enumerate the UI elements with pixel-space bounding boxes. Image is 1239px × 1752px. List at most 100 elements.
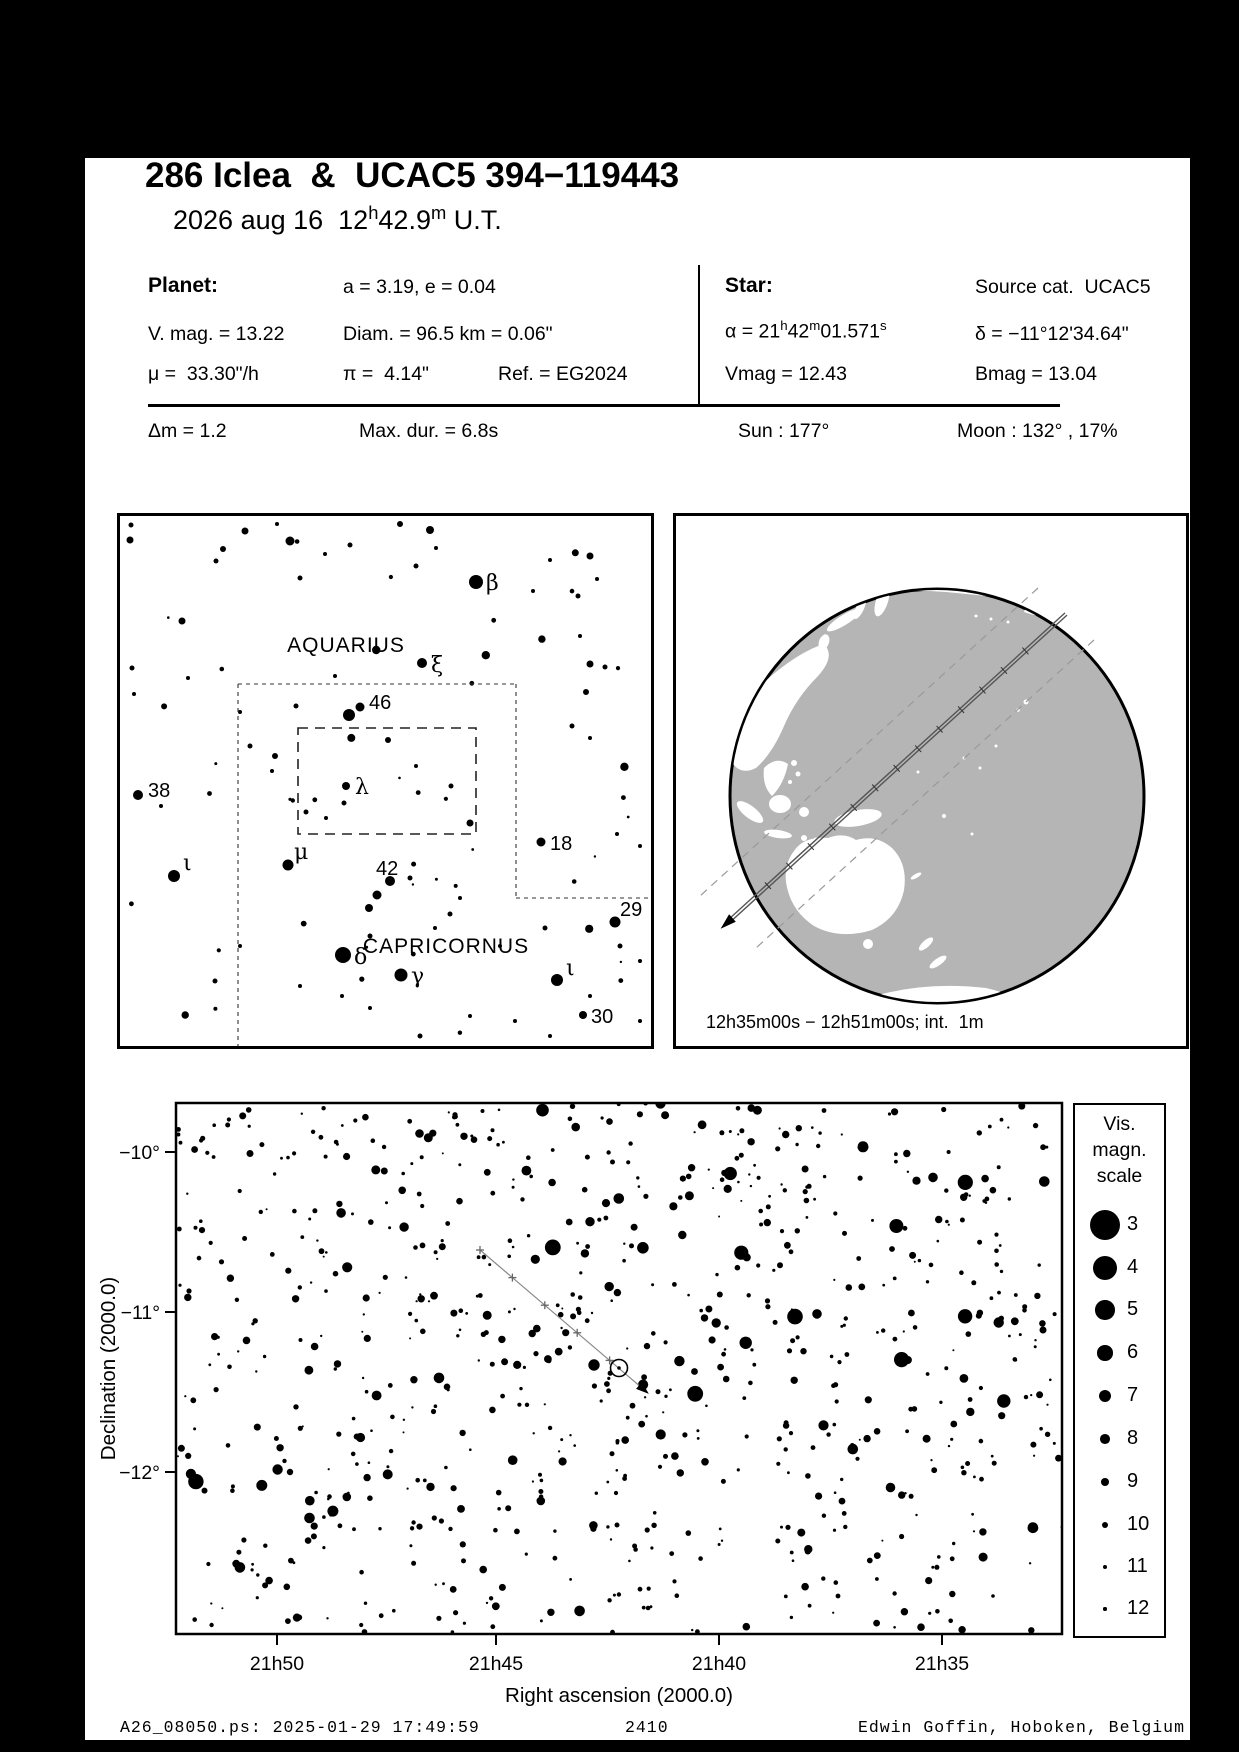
star-dot [663,1453,668,1459]
star-dot [944,1188,949,1193]
named-star-dot [417,658,427,668]
star-dot [367,1461,371,1464]
star-dot [283,1583,291,1591]
star-dot [915,1513,918,1517]
star-dot [431,1515,437,1521]
star-dot [304,1537,312,1544]
background-star [365,945,369,949]
background-star [410,951,416,957]
star-dot [856,1256,862,1261]
star-dot [728,1130,732,1133]
star-dot [481,1254,487,1260]
detailed-star-chart: 21h50 21h45 21h40 21h35 −10° −11° −12° Right as… [97,1101,1064,1707]
background-star [417,1033,423,1039]
star-dot [682,1432,688,1438]
star-dot [531,1480,534,1483]
star-dot [351,1212,354,1216]
star-dot [416,1523,423,1530]
legend-magnitude-label: 3 [1127,1213,1139,1235]
star-dot [590,1311,594,1315]
star-dot [744,1434,749,1439]
star-dot [840,1133,843,1136]
star-dot [621,1436,629,1444]
star-dot [453,1610,459,1616]
star-label: β [486,571,499,596]
star-dot [447,1111,450,1114]
star-dot [971,1280,977,1286]
star-dot [685,1530,692,1536]
star-dot [370,1429,373,1432]
star-dot [526,1155,531,1160]
star-dot [999,1269,1004,1274]
background-star [238,944,242,948]
star-dot [613,1288,622,1297]
star-dot [609,1451,615,1457]
background-star [347,733,356,742]
background-star [638,959,642,963]
star-dot [453,1114,458,1120]
star-label: γ [411,964,424,989]
star-dot [610,1159,615,1165]
star-dot [571,1122,580,1132]
star-dot [672,1282,677,1287]
star-dot [601,1199,611,1208]
star-dot [482,1310,492,1320]
star-dot [959,1270,964,1275]
star-dot [641,1374,647,1381]
star-dot [626,1347,629,1350]
star-dot [226,1117,231,1122]
star-dot [691,1368,698,1375]
star-dot [833,1211,838,1216]
star-dot [443,1383,451,1391]
asteroid-track [479,1249,643,1389]
star-dot [999,1117,1004,1122]
star-dot [967,1397,973,1402]
star-dot [840,1477,844,1482]
star-dot [258,1209,263,1215]
background-star [272,753,278,759]
path-minute-tick [871,784,879,792]
star-dot [230,1488,235,1493]
star-dot [645,1414,648,1418]
star-dot [928,1262,934,1268]
background-star [216,948,221,953]
star-dot [775,1146,781,1152]
star-dot [363,1473,371,1482]
star-dot [606,1388,611,1394]
star-dot [409,1337,412,1340]
named-star-dot [469,575,483,589]
star-dot [937,1555,941,1559]
star-dot [615,1439,620,1443]
star-dot [502,1140,505,1144]
star-dot [742,1396,747,1400]
dec-tick-label: −11° [121,1302,160,1324]
star-dot [392,1608,396,1613]
star-dot [433,1404,438,1408]
star-dot [333,1367,337,1371]
legend-magnitude-dot [1101,1521,1109,1529]
star-dot [976,1309,984,1316]
star-dot [573,1444,576,1447]
star-dot [894,1152,898,1157]
star-dot [756,1175,761,1180]
background-star [618,978,624,983]
table-divider [698,265,700,406]
star-dot [321,1106,326,1111]
star-dot [832,1611,835,1614]
dec-tick-label: −10° [119,1142,160,1164]
star-dot [538,1489,544,1494]
star-dot [842,1323,846,1327]
star-dot [882,1283,886,1287]
legend-magnitude-dot [1097,1345,1113,1361]
star-dot [199,1138,204,1143]
star-dot [655,1389,661,1395]
star-dot [1027,1522,1039,1534]
star-dot [547,1608,555,1616]
legend-magnitude-dot [1098,1389,1112,1403]
star-dot [687,1164,696,1172]
finder-chart-panel: β ξ 46 38 λ μ 42 18 29 δ γ ι ι 30 AQUARIUS CAPRICORNUS [117,513,654,1049]
star-dot [308,1217,312,1221]
star-dot [430,1291,438,1300]
star-dot [775,1538,781,1544]
target-star-circle [609,1358,629,1378]
